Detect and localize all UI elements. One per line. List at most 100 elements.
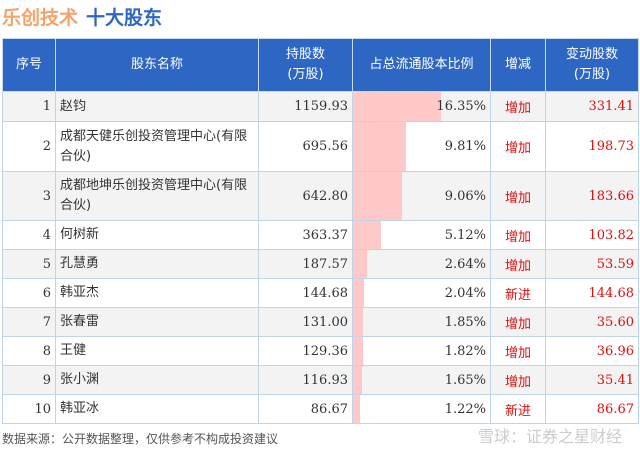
delta-shares: 183.66 xyxy=(545,171,639,221)
pct: 1.65% xyxy=(444,372,486,388)
pct-bar xyxy=(353,279,364,307)
pct-bar xyxy=(353,337,363,365)
rank: 7 xyxy=(2,307,56,337)
shares: 116.93 xyxy=(258,365,353,395)
data-source-note: 数据来源：公开数据整理，仅供参考不构成投资建议 xyxy=(2,432,279,446)
shareholder-name: 张春雷 xyxy=(55,307,259,337)
pct-cell: 1.22% xyxy=(352,394,491,424)
header-row: 序号 股东名称 持股数 (万股) 占总流通股本比例 增减 变动股数 (万股) xyxy=(2,38,639,92)
shareholder-name: 成都地坤乐创投资管理中心(有限合伙) xyxy=(55,171,259,221)
table-row: 9 张小渊 116.93 1.65% 增加 35.41 xyxy=(2,365,639,395)
subject: 十大股东 xyxy=(86,7,163,29)
shareholder-name: 韩亚杰 xyxy=(55,278,259,308)
change-type: 新进 xyxy=(490,278,546,308)
pct-cell: 16.35% xyxy=(352,91,491,122)
pct: 1.22% xyxy=(444,401,486,417)
pct-bar xyxy=(353,250,368,278)
pct-cell: 9.06% xyxy=(352,171,491,221)
table-row: 1 赵钧 1159.93 16.35% 增加 331.41 xyxy=(2,91,639,122)
delta-shares: 36.96 xyxy=(545,336,639,366)
pct-bar xyxy=(353,92,441,121)
change-type: 增加 xyxy=(490,220,546,250)
shareholder-name: 成都天健乐创投资管理中心(有限合伙) xyxy=(55,121,259,172)
shares: 1159.93 xyxy=(258,91,353,122)
change-type: 增加 xyxy=(490,365,546,395)
rank: 3 xyxy=(2,171,56,221)
change-type: 增加 xyxy=(490,171,546,221)
pct-cell: 5.12% xyxy=(352,220,491,250)
delta-shares: 103.82 xyxy=(545,220,639,250)
company-name: 乐创技术 xyxy=(2,7,79,29)
pct: 2.64% xyxy=(444,256,486,272)
pct-bar xyxy=(353,122,406,171)
shares: 363.37 xyxy=(258,220,353,250)
pct-cell: 2.04% xyxy=(352,278,491,308)
pct: 5.12% xyxy=(444,227,486,243)
pct-cell: 1.85% xyxy=(352,307,491,337)
rank: 2 xyxy=(2,121,56,172)
delta-shares: 35.41 xyxy=(545,365,639,395)
change-type: 新进 xyxy=(490,394,546,424)
pct-bar xyxy=(353,366,362,394)
header-delta: 变动股数 (万股) xyxy=(545,38,639,92)
rank: 10 xyxy=(2,394,56,424)
delta-shares: 86.67 xyxy=(545,394,639,424)
shareholder-name: 张小渊 xyxy=(55,365,259,395)
pct-bar xyxy=(353,172,402,220)
shares: 129.36 xyxy=(258,336,353,366)
change-type: 增加 xyxy=(490,121,546,172)
delta-shares: 331.41 xyxy=(545,91,639,122)
pct-cell: 9.81% xyxy=(352,121,491,172)
pct-bar xyxy=(353,395,360,423)
pct-cell: 1.65% xyxy=(352,365,491,395)
shares: 86.67 xyxy=(258,394,353,424)
rank: 4 xyxy=(2,220,56,250)
shares: 144.68 xyxy=(258,278,353,308)
rank: 8 xyxy=(2,336,56,366)
header-name: 股东名称 xyxy=(55,38,259,92)
table-row: 2 成都天健乐创投资管理中心(有限合伙) 695.56 9.81% 增加 198… xyxy=(2,121,639,172)
delta-shares: 53.59 xyxy=(545,249,639,279)
rank: 5 xyxy=(2,249,56,279)
pct: 16.35% xyxy=(436,99,486,114)
header-shares: 持股数 (万股) xyxy=(258,38,353,92)
delta-shares: 144.68 xyxy=(545,278,639,308)
change-type: 增加 xyxy=(490,91,546,122)
pct-cell: 1.82% xyxy=(352,336,491,366)
table-row: 8 王健 129.36 1.82% 增加 36.96 xyxy=(2,336,639,366)
header-pct: 占总流通股本比例 xyxy=(352,38,491,92)
pct: 2.04% xyxy=(444,285,486,301)
shareholder-name: 王健 xyxy=(55,336,259,366)
shares: 187.57 xyxy=(258,249,353,279)
table-row: 10 韩亚冰 86.67 1.22% 新进 86.67 xyxy=(2,394,639,424)
delta-shares: 198.73 xyxy=(545,121,639,172)
shareholder-name: 何树新 xyxy=(55,220,259,250)
shares: 642.80 xyxy=(258,171,353,221)
watermark: 雪球：证券之星财经 xyxy=(477,427,622,446)
header-change: 增减 xyxy=(490,38,546,92)
pct-bar xyxy=(353,308,363,336)
page-title: 乐创技术 十大股东 xyxy=(2,3,162,30)
shareholder-name: 赵钧 xyxy=(55,91,259,122)
pct: 9.81% xyxy=(444,139,486,154)
change-type: 增加 xyxy=(490,249,546,279)
pct: 1.85% xyxy=(444,314,486,330)
table-row: 5 孔慧勇 187.57 2.64% 增加 53.59 xyxy=(2,249,639,279)
rank: 1 xyxy=(2,91,56,122)
shares: 131.00 xyxy=(258,307,353,337)
shareholder-name: 孔慧勇 xyxy=(55,249,259,279)
change-type: 增加 xyxy=(490,336,546,366)
header-rank: 序号 xyxy=(2,38,56,92)
pct-cell: 2.64% xyxy=(352,249,491,279)
pct: 9.06% xyxy=(444,188,486,204)
rank: 9 xyxy=(2,365,56,395)
delta-shares: 35.60 xyxy=(545,307,639,337)
change-type: 增加 xyxy=(490,307,546,337)
table-row: 6 韩亚杰 144.68 2.04% 新进 144.68 xyxy=(2,278,639,308)
shares: 695.56 xyxy=(258,121,353,172)
table-row: 3 成都地坤乐创投资管理中心(有限合伙) 642.80 9.06% 增加 183… xyxy=(2,171,639,221)
pct-bar xyxy=(353,221,381,249)
shareholders-table: 序号 股东名称 持股数 (万股) 占总流通股本比例 增减 变动股数 (万股) 1… xyxy=(2,38,639,424)
rank: 6 xyxy=(2,278,56,308)
pct: 1.82% xyxy=(444,343,486,359)
